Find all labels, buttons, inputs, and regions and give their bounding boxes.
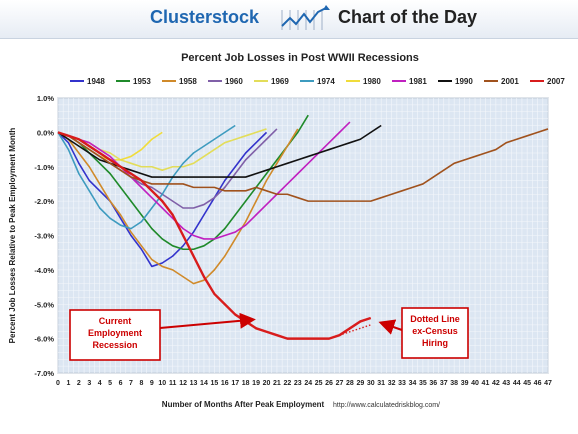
x-tick-label: 1	[66, 380, 70, 387]
x-tick-label: 34	[409, 380, 417, 387]
x-tick-label: 6	[119, 380, 123, 387]
header-title: Chart of the Day	[338, 7, 478, 27]
x-tick-label: 26	[325, 380, 333, 387]
x-tick-label: 16	[221, 380, 229, 387]
x-tick-label: 9	[150, 380, 154, 387]
x-tick-label: 42	[492, 380, 500, 387]
legend-label-1969: 1969	[271, 77, 289, 86]
legend-label-1980: 1980	[363, 77, 381, 86]
series-line-1974	[57, 124, 236, 230]
x-tick-label: 19	[252, 380, 260, 387]
legend-label-2007: 2007	[547, 77, 565, 86]
legend-label-1960: 1960	[225, 77, 243, 86]
x-tick-label: 23	[294, 380, 302, 387]
chart: Percent Job Losses in Post WWII Recessio…	[8, 52, 565, 409]
x-tick-label: 47	[544, 380, 552, 387]
x-tick-label: 36	[429, 380, 437, 387]
x-tick-label: 37	[440, 380, 448, 387]
legend: 1948 1953 1958 1960 1969 1974 1980 1981 1990 2001…	[70, 77, 565, 86]
header-banner: Clusterstock Chart of the Day	[0, 0, 578, 39]
x-tick-label: 27	[336, 380, 344, 387]
x-tick-label: 45	[523, 380, 531, 387]
x-tick-label: 7	[129, 380, 133, 387]
x-tick-label: 39	[461, 380, 469, 387]
chart-title: Percent Job Losses in Post WWII Recessio…	[181, 52, 419, 64]
y-tick-label: 0.0%	[37, 128, 54, 137]
x-tick-label: 8	[139, 380, 143, 387]
x-tick-label: 18	[242, 380, 250, 387]
y-tick-label: 1.0%	[37, 94, 54, 103]
y-tick-label: -3.0%	[34, 232, 54, 241]
x-tick-label: 30	[367, 380, 375, 387]
y-tick-label: -1.0%	[34, 163, 54, 172]
x-tick-label: 28	[346, 380, 354, 387]
series-lines	[57, 114, 549, 340]
x-tick-label: 15	[210, 380, 218, 387]
x-tick-label: 24	[304, 380, 312, 387]
series-line-1981	[57, 121, 351, 240]
x-tick-label: 40	[471, 380, 479, 387]
brand-logo-text: Clusterstock	[150, 7, 260, 27]
x-tick-label: 33	[398, 380, 406, 387]
x-tick-label: 13	[190, 380, 198, 387]
series-line-2007	[57, 131, 372, 340]
x-tick-label: 20	[263, 380, 271, 387]
annotation-box-dotted	[401, 307, 469, 359]
annotation-box-current	[69, 309, 161, 361]
x-axis-label: Number of Months After Peak Employment	[162, 400, 325, 409]
x-tick-label: 2	[77, 380, 81, 387]
x-tick-label: 17	[231, 380, 239, 387]
annotation-label-dotted: Dotted Line ex-Census Hiring	[410, 314, 460, 348]
legend-label-2001: 2001	[501, 77, 519, 86]
x-tick-label: 3	[87, 380, 91, 387]
y-tick-label: -6.0%	[34, 335, 54, 344]
series-line-1948	[57, 131, 268, 268]
y-axis-label: Percent Job Losses Relative to Peak Empl…	[8, 128, 17, 344]
legend-label-1974: 1974	[317, 77, 335, 86]
y-tick-label: -5.0%	[34, 300, 54, 309]
annotations: Current Employment Recession Dotted Line ex-…	[69, 307, 469, 361]
x-tick-label: 41	[482, 380, 490, 387]
x-tick-label: 29	[356, 380, 364, 387]
x-tick-label: 5	[108, 380, 112, 387]
x-tick-label: 46	[534, 380, 542, 387]
x-tick-label: 0	[56, 380, 60, 387]
series-line-1958	[57, 128, 299, 285]
x-tick-label: 12	[179, 380, 187, 387]
x-tick-label: 14	[200, 380, 208, 387]
x-axis-ticks: 0 1 2 3 4 5 6 7 8 9 10 11 12 13 14 15 16 17 18 19 20 21 22 23 24…	[56, 380, 552, 387]
legend-label-1990: 1990	[455, 77, 473, 86]
x-tick-label: 25	[315, 380, 323, 387]
x-tick-label: 38	[450, 380, 458, 387]
annotation-arrow-dotted	[378, 319, 403, 335]
y-tick-label: -4.0%	[34, 266, 54, 275]
legend-label-1958: 1958	[179, 77, 197, 86]
legend-label-1948: 1948	[87, 77, 105, 86]
trend-chart-icon	[281, 5, 330, 30]
x-tick-label: 35	[419, 380, 427, 387]
x-tick-label: 10	[158, 380, 166, 387]
x-tick-label: 21	[273, 380, 281, 387]
x-tick-label: 43	[502, 380, 510, 387]
y-tick-label: -2.0%	[34, 197, 54, 206]
x-tick-label: 4	[98, 380, 102, 387]
series-line-1953	[57, 114, 309, 251]
source-url: http://www.calculatedriskblog.com/	[333, 402, 440, 409]
y-axis-ticks: 1.0% 0.0% -1.0% -2.0% -3.0% -4.0% -5.0% -6.0% -7…	[34, 94, 54, 378]
x-tick-label: 22	[283, 380, 291, 387]
x-tick-label: 31	[377, 380, 385, 387]
legend-label-1981: 1981	[409, 77, 427, 86]
legend-label-1953: 1953	[133, 77, 151, 86]
series-line-2007-dotted	[328, 324, 371, 340]
y-tick-label: -7.0%	[34, 369, 54, 378]
x-tick-label: 32	[388, 380, 396, 387]
x-tick-label: 44	[513, 380, 521, 387]
x-tick-label: 11	[169, 380, 177, 387]
annotation-label-current: Current Employment Recession	[88, 316, 142, 350]
annotation-arrow-current	[159, 312, 256, 329]
